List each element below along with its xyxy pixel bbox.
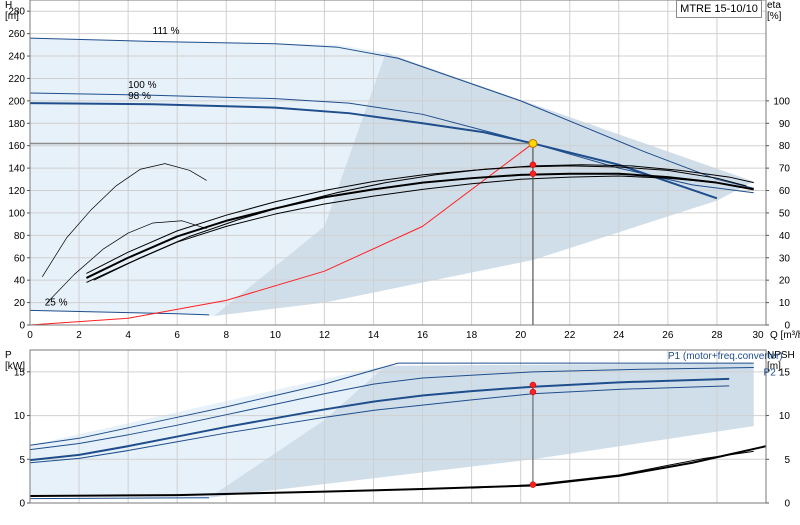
power-point-2 xyxy=(529,481,537,488)
head-ylabel-line-1: [m] xyxy=(5,11,19,22)
head-ytick-label-9: 180 xyxy=(8,119,25,130)
head-ytick-label-8: 160 xyxy=(8,141,25,152)
power-curve-label-0: P1 (motor+freq.converter) xyxy=(668,351,783,362)
speed-curve-label-0: 111 % xyxy=(153,26,180,37)
power-series-line-4 xyxy=(29,445,767,498)
xtick-label-4: 8 xyxy=(223,330,229,341)
head-y2tick-label-9: 90 xyxy=(779,119,791,130)
xtick-label-9: 18 xyxy=(466,330,478,341)
power-series-line-5 xyxy=(471,450,754,489)
head-plot-frame xyxy=(29,0,767,326)
speed-curve-label-1: 100 % xyxy=(128,80,156,91)
xtick-label-1: 2 xyxy=(76,330,82,341)
speed-curve-label-3: 25 % xyxy=(45,297,68,308)
head-ytick-label-11: 220 xyxy=(8,74,25,85)
head-y2tick-label-5: 50 xyxy=(779,208,791,219)
duty-point-marker xyxy=(528,138,538,148)
head-ytick-label-5: 100 xyxy=(8,208,25,219)
head-series-line-6 xyxy=(86,165,747,274)
head-series-line-9 xyxy=(41,163,207,277)
power-curve-label-1: P2 xyxy=(764,368,777,379)
xaxis-title: Q [m³/h] xyxy=(770,330,800,341)
head-series-line-8 xyxy=(93,164,754,281)
head-y2tick-label-10: 100 xyxy=(773,96,790,107)
head-y2tick-label-1: 10 xyxy=(779,298,791,309)
xtick-label-14: 28 xyxy=(711,330,723,341)
power-area-light-0 xyxy=(30,365,386,498)
xtick-label-13: 26 xyxy=(662,330,674,341)
power-point-1 xyxy=(529,388,537,396)
power-series-line-0 xyxy=(29,362,754,446)
power-y2label-line-0: NPSH xyxy=(767,350,795,361)
power-y2tick-label-1: 5 xyxy=(784,455,790,466)
head-series-line-1 xyxy=(29,92,754,194)
xtick-label-6: 12 xyxy=(319,330,331,341)
power-y2tick-label-2: 10 xyxy=(779,411,791,422)
head-ytick-label-2: 40 xyxy=(14,276,26,287)
chart-title: MTRE 15-10/10 xyxy=(680,3,758,15)
head-ytick-label-6: 120 xyxy=(8,186,25,197)
head-y2tick-label-4: 40 xyxy=(779,231,791,242)
head-y2label-line-1: [%] xyxy=(767,11,782,22)
efficiency-point-1 xyxy=(529,170,537,177)
power-ylabel-line-1: [kW] xyxy=(5,361,25,372)
head-y2tick-label-8: 80 xyxy=(779,141,791,152)
head-series-line-10 xyxy=(46,220,207,303)
power-series-line-6 xyxy=(29,497,210,500)
power-plot-frame xyxy=(29,349,767,504)
xtick-label-3: 6 xyxy=(174,330,180,341)
head-ytick-label-12: 240 xyxy=(8,52,25,63)
head-y2tick-label-7: 70 xyxy=(779,164,791,175)
power-series-line-1 xyxy=(29,366,754,451)
head-series-line-2 xyxy=(29,102,718,200)
power-y2tick-label-0: 0 xyxy=(784,499,790,510)
head-y2label-line-0: eta xyxy=(767,0,781,11)
power-y2label-line-1: [m] xyxy=(767,361,781,372)
head-ytick-label-1: 20 xyxy=(14,298,26,309)
power-ytick-label-1: 5 xyxy=(19,455,25,466)
xtick-label-30: 30 xyxy=(752,330,764,341)
power-y2tick-label-3: 15 xyxy=(779,367,791,378)
xtick-label-12: 24 xyxy=(613,330,625,341)
head-ytick-label-13: 260 xyxy=(8,29,25,40)
head-ytick-label-14: 280 xyxy=(8,7,25,18)
power-ytick-label-2: 10 xyxy=(14,411,26,422)
head-area-dark-1 xyxy=(214,52,754,317)
head-y2tick-label-2: 20 xyxy=(779,276,791,287)
head-series-line-3 xyxy=(29,309,210,316)
power-ylabel-line-0: P xyxy=(5,350,12,361)
head-series-line-7 xyxy=(86,175,747,283)
speed-curve-label-2: 98 % xyxy=(128,91,151,102)
head-y2tick-label-0: 0 xyxy=(784,321,790,332)
head-y2tick-label-3: 30 xyxy=(779,253,791,264)
power-area-dark-1 xyxy=(209,363,754,498)
efficiency-point-0 xyxy=(529,161,537,168)
power-ytick-label-3: 15 xyxy=(14,367,26,378)
head-ytick-label-10: 200 xyxy=(8,96,25,107)
xtick-label-8: 16 xyxy=(417,330,429,341)
head-series-line-4 xyxy=(29,143,534,326)
xtick-label-10: 20 xyxy=(515,330,527,341)
head-ytick-label-0: 0 xyxy=(19,321,25,332)
xtick-label-7: 14 xyxy=(368,330,380,341)
power-ytick-label-0: 0 xyxy=(19,499,25,510)
head-series-line-0 xyxy=(29,37,754,189)
xtick-label-11: 22 xyxy=(564,330,576,341)
head-y2tick-label-6: 60 xyxy=(779,186,791,197)
head-area-light-0 xyxy=(30,38,386,317)
xtick-label-5: 10 xyxy=(270,330,282,341)
power-point-0 xyxy=(529,381,537,389)
head-ylabel-line-0: H xyxy=(5,0,12,11)
xtick-label-2: 4 xyxy=(125,330,131,341)
head-ytick-label-3: 60 xyxy=(14,253,26,264)
chart-title-box: MTRE 15-10/10 xyxy=(676,0,762,18)
head-series-line-5 xyxy=(85,172,754,279)
head-ytick-label-4: 80 xyxy=(14,231,26,242)
xtick-label-0: 0 xyxy=(27,330,33,341)
head-ytick-label-7: 140 xyxy=(8,164,25,175)
